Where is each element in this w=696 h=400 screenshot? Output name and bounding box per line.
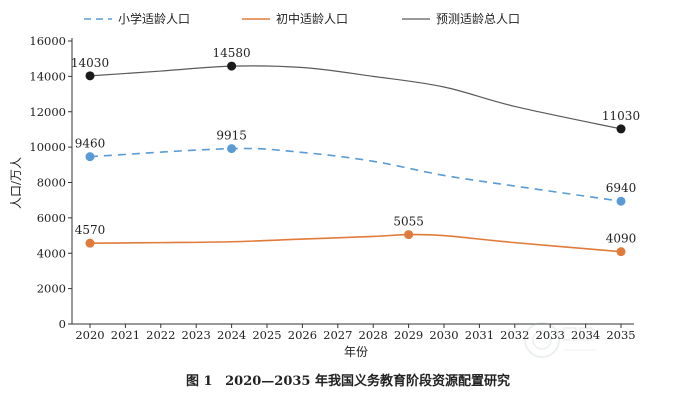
y-tick-label: 14000 xyxy=(29,69,66,83)
chart-axes: 0 2000 4000 6000 8000 10000 12000 14000 16000 202… xyxy=(29,34,635,342)
watermark-logo xyxy=(524,322,596,358)
x-tick-label: 2022 xyxy=(146,328,175,342)
x-tick-label: 2035 xyxy=(606,328,635,342)
legend-label: 预测适龄总人口 xyxy=(436,12,520,26)
data-labels: 9460 9915 6940 4570 5055 4090 14030 14580 11030 xyxy=(71,46,640,246)
data-point xyxy=(227,144,237,154)
x-tick-label: 2029 xyxy=(394,328,423,342)
y-tick-label: 16000 xyxy=(29,34,66,48)
x-tick-label: 2033 xyxy=(536,328,565,342)
data-point xyxy=(404,230,414,240)
data-label: 5055 xyxy=(393,215,424,229)
figure-caption: 图 1 2020—2035 年我国义务教育阶段资源配置研究 xyxy=(0,370,696,389)
legend: 小学适龄人口 初中适龄人口 预测适龄总人口 xyxy=(84,11,520,26)
data-point xyxy=(616,196,626,206)
data-label: 9915 xyxy=(216,129,247,143)
data-point xyxy=(85,238,95,248)
legend-label: 小学适龄人口 xyxy=(118,11,190,26)
x-tick-label: 2028 xyxy=(359,328,388,342)
series-line-1 xyxy=(89,147,622,203)
data-label: 6940 xyxy=(606,181,637,195)
x-tick-label: 2032 xyxy=(500,328,529,342)
x-tick-label: 2031 xyxy=(465,328,494,342)
series-line-3 xyxy=(89,65,622,130)
y-axis-label: 人口/万人 xyxy=(9,157,23,209)
data-point xyxy=(85,71,95,81)
x-tick-label: 2026 xyxy=(288,328,317,342)
data-label: 4570 xyxy=(75,223,106,237)
data-label: 4090 xyxy=(606,232,637,246)
data-label: 14030 xyxy=(71,56,109,70)
x-tick-label: 2027 xyxy=(323,328,352,342)
y-tick-label: 12000 xyxy=(29,105,66,119)
series-line-2 xyxy=(89,233,622,253)
x-tick-label: 2025 xyxy=(252,328,281,342)
x-tick-label: 2021 xyxy=(111,328,140,342)
legend-label: 初中适龄人口 xyxy=(276,11,348,26)
y-tick-label: 8000 xyxy=(37,176,66,190)
y-tick-label: 4000 xyxy=(37,246,66,260)
x-axis-label: 年份 xyxy=(344,345,368,359)
data-point xyxy=(85,152,95,162)
data-point xyxy=(616,124,626,134)
y-tick-label: 2000 xyxy=(37,282,66,296)
x-tick-label: 2030 xyxy=(429,328,458,342)
data-point xyxy=(616,247,626,257)
data-label: 14580 xyxy=(213,46,251,60)
y-tick-label: 10000 xyxy=(29,140,66,154)
y-tick-label: 0 xyxy=(59,317,66,331)
figure-title: 2020—2035 年我国义务教育阶段资源配置研究 xyxy=(225,374,510,389)
data-point xyxy=(227,61,237,71)
chart-series xyxy=(85,61,626,257)
x-tick-label: 2020 xyxy=(75,328,104,342)
x-tick-label: 2034 xyxy=(571,328,600,342)
line-chart: 小学适龄人口 初中适龄人口 预测适龄总人口 0 2000 4000 6000 8000 100… xyxy=(9,11,640,359)
data-label: 9460 xyxy=(75,137,106,151)
figure-label: 图 1 xyxy=(186,374,213,389)
x-tick-label: 2024 xyxy=(217,328,246,342)
x-tick-label: 2023 xyxy=(182,328,211,342)
data-label: 11030 xyxy=(602,109,640,123)
y-tick-label: 6000 xyxy=(37,211,66,225)
